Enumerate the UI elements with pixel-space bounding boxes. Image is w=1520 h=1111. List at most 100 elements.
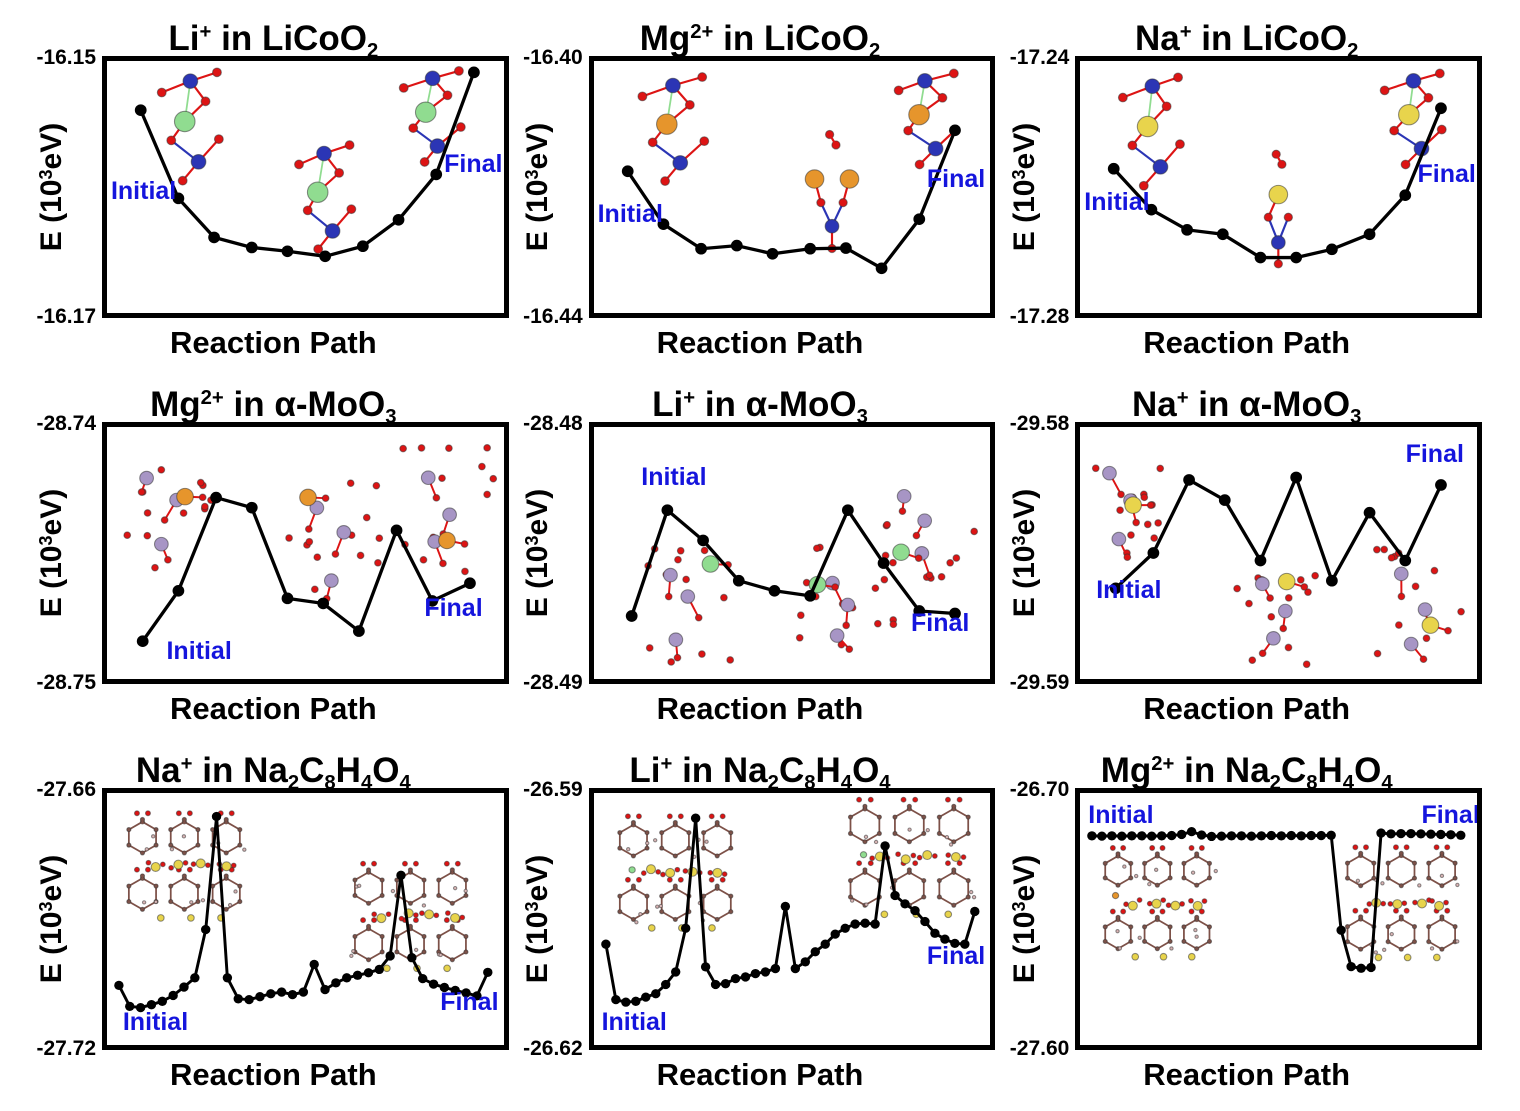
- data-point: [640, 992, 651, 1002]
- data-point: [690, 813, 700, 823]
- data-point: [839, 242, 852, 254]
- energy-curve: [625, 129, 957, 271]
- data-point: [661, 504, 673, 516]
- data-point: [1254, 554, 1267, 567]
- data-point: [157, 996, 167, 1006]
- data-point: [680, 923, 691, 933]
- data-point: [1087, 831, 1097, 841]
- initial-label: Initial: [166, 636, 232, 665]
- data-point: [730, 239, 743, 252]
- initial-label: Initial: [110, 177, 177, 206]
- data-point: [331, 978, 341, 988]
- data-point: [1181, 224, 1194, 236]
- y-tick-bottom: -16.44: [523, 305, 583, 328]
- data-point: [929, 928, 940, 938]
- data-point: [428, 979, 439, 989]
- data-point: [860, 918, 870, 928]
- data-point: [352, 970, 363, 980]
- y-tick-top: -29.58: [1009, 412, 1070, 435]
- data-point: [319, 250, 332, 263]
- data-point: [281, 245, 294, 258]
- panel-mg-organic: Mg2+ in Na2C8H4O4 E (103eV) -26.70 -27.6…: [1003, 738, 1490, 1104]
- initial-label: Initial: [597, 200, 663, 229]
- data-point: [877, 557, 890, 569]
- data-point: [1316, 830, 1327, 841]
- y-tick-bottom: -28.75: [36, 671, 96, 694]
- plot-box: Initial Final: [1075, 56, 1482, 318]
- data-point: [1356, 963, 1367, 973]
- data-point: [1257, 831, 1267, 841]
- panel-title: Na+ in Na2C8H4O4: [135, 751, 411, 794]
- panel-na-moo3: Na+ in α-MoO3 E (103eV) -29.58 -29.59 In…: [1003, 372, 1490, 738]
- data-point: [948, 124, 961, 137]
- molecule-inset: [349, 860, 469, 973]
- data-point: [464, 577, 476, 590]
- chart-canvas: [600, 796, 980, 1007]
- data-point: [1326, 574, 1339, 587]
- data-point: [233, 994, 243, 1004]
- chart-canvas: [134, 66, 480, 263]
- y-axis-label: E (103eV): [521, 488, 555, 618]
- data-point: [1097, 831, 1107, 841]
- data-point: [1306, 830, 1317, 841]
- chart-canvas: [123, 444, 498, 648]
- data-point: [1177, 829, 1187, 840]
- plot-box: Initial Final: [1075, 788, 1482, 1050]
- data-point: [407, 952, 417, 963]
- data-point: [439, 982, 450, 993]
- data-point: [1436, 829, 1446, 840]
- data-point: [913, 213, 925, 225]
- data-point: [461, 988, 471, 998]
- data-point: [1366, 962, 1377, 973]
- data-point: [208, 231, 220, 244]
- data-point: [374, 964, 384, 975]
- initial-label: Initial: [1088, 801, 1154, 830]
- data-point: [1376, 828, 1387, 838]
- y-axis-label: E (103eV): [35, 488, 69, 618]
- panel-mg-licoo2: Mg2+ in LiCoO2 E (103eV) -16.40 -16.44 I…: [517, 6, 1004, 372]
- molecule-inset: [156, 67, 224, 186]
- panel-title: Na+ in LiCoO2: [1134, 19, 1359, 62]
- data-point: [114, 980, 124, 991]
- x-axis-label: Reaction Path: [656, 1057, 864, 1092]
- data-point: [134, 104, 147, 116]
- data-point: [939, 934, 950, 944]
- data-point: [125, 1001, 135, 1012]
- data-point: [948, 607, 961, 620]
- final-label: Final: [444, 149, 503, 178]
- y-axis-label: E (103eV): [1008, 488, 1042, 618]
- data-point: [899, 899, 910, 909]
- data-point: [1364, 228, 1376, 241]
- data-point: [298, 987, 309, 997]
- data-point: [200, 924, 211, 935]
- panel-title: Mg2+ in LiCoO2: [639, 19, 881, 62]
- final-label: Final: [440, 987, 499, 1016]
- y-tick-top: -17.24: [1009, 46, 1070, 69]
- data-point: [1217, 228, 1230, 241]
- data-point: [146, 1000, 157, 1010]
- data-point: [820, 939, 830, 949]
- data-point: [840, 923, 850, 933]
- data-point: [1290, 251, 1303, 264]
- data-point: [356, 240, 369, 253]
- y-axis-label: E (103eV): [35, 122, 69, 252]
- data-point: [320, 984, 330, 995]
- data-point: [211, 811, 222, 822]
- data-point: [281, 592, 294, 605]
- data-point: [780, 901, 790, 912]
- data-point: [1108, 162, 1120, 175]
- molecule-inset: [847, 796, 976, 919]
- molecule-inset: [1264, 149, 1294, 269]
- data-point: [959, 939, 970, 949]
- molecule-inset: [637, 72, 709, 186]
- data-point: [168, 990, 178, 1001]
- panel-title: Mg2+ in α-MoO3: [150, 385, 397, 428]
- y-tick-bottom: -17.28: [1009, 305, 1070, 328]
- y-axis-label: E (103eV): [521, 122, 555, 252]
- data-point: [949, 938, 960, 949]
- molecule-inset: [893, 68, 961, 170]
- data-point: [800, 957, 810, 967]
- final-label: Final: [1417, 159, 1476, 188]
- data-point: [210, 491, 222, 504]
- x-axis-label: Reaction Path: [169, 691, 377, 726]
